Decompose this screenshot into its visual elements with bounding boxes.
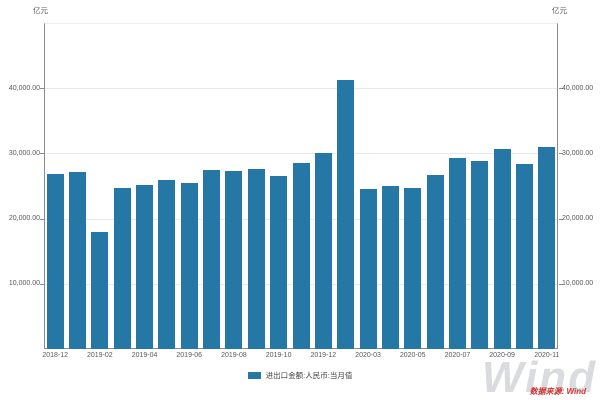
bar-2020-04[interactable] [381, 186, 399, 349]
y-axis-unit-left: 亿元 [33, 6, 48, 15]
bar-2020-03[interactable] [359, 188, 377, 349]
bar-2019-12[interactable] [314, 152, 332, 349]
y-axis-tick-left [40, 88, 44, 90]
bar-2020-06[interactable] [426, 174, 444, 349]
bar-2020-07[interactable] [448, 158, 466, 349]
bar-2020-05[interactable] [404, 187, 422, 349]
bar-2020-11[interactable] [538, 147, 556, 349]
legend-label: 进出口金额:人民币:当月值 [265, 371, 353, 380]
x-tick-label: 2020-03 [355, 352, 381, 359]
bar-2020-08[interactable] [471, 160, 489, 349]
bar-2019-01[interactable] [69, 172, 87, 349]
bar-2019-07[interactable] [203, 170, 221, 349]
y-axis-tick-right [559, 283, 563, 285]
y-axis-tick-left [40, 283, 44, 285]
x-tick-label: 2019-12 [310, 352, 337, 359]
legend[interactable]: 进出口金额:人民币:当月值 [0, 370, 600, 381]
bar-2020-02[interactable] [337, 80, 355, 349]
bar-2019-05[interactable] [158, 180, 176, 349]
data-source-label: 数据来源: Wind [529, 387, 586, 396]
gridline [44, 88, 558, 90]
y-tick-label-right: 20,000.00 [562, 215, 594, 223]
x-tick-label: 2020-11 [534, 352, 560, 359]
bar-2019-03[interactable] [113, 188, 131, 349]
y-tick-label-left: 30,000.00 [8, 149, 40, 157]
x-tick-label: 2018-12 [42, 352, 69, 359]
x-tick-label: 2019-08 [221, 352, 247, 359]
x-tick-label: 2020-07 [444, 352, 471, 359]
y-axis-tick-right [559, 153, 563, 155]
bar-2019-08[interactable] [225, 170, 243, 349]
x-tick-label: 2019-02 [87, 352, 113, 359]
bar-2018-12[interactable] [46, 173, 64, 349]
y-axis-unit-right: 亿元 [552, 6, 567, 15]
bar-2019-10[interactable] [270, 176, 288, 349]
bar-2019-09[interactable] [247, 168, 265, 349]
x-tick-label: 2019-06 [176, 352, 203, 359]
bar-2019-02[interactable] [91, 232, 109, 349]
x-tick-label: 2020-05 [399, 352, 426, 359]
bar-2020-10[interactable] [515, 164, 533, 349]
y-tick-label-right: 30,000.00 [562, 149, 594, 157]
y-axis-tick-right [559, 218, 563, 220]
bar-2019-06[interactable] [180, 183, 198, 349]
legend-swatch-icon [247, 372, 261, 379]
y-tick-label-left: 40,000.00 [8, 84, 40, 92]
y-axis-tick-left [40, 218, 44, 220]
y-axis-tick-left [40, 153, 44, 155]
x-tick-label: 2019-04 [131, 352, 158, 359]
y-axis-tick-right [559, 88, 563, 90]
bar-2019-11[interactable] [292, 162, 310, 349]
y-tick-label-right: 40,000.00 [562, 84, 594, 92]
y-tick-label-left: 10,000.00 [8, 280, 40, 288]
bar-2020-09[interactable] [493, 149, 511, 349]
y-tick-label-right: 10,000.00 [562, 280, 594, 288]
bar-2019-04[interactable] [136, 184, 154, 349]
y-tick-label-left: 20,000.00 [8, 215, 40, 223]
x-tick-label: 2019-10 [265, 352, 292, 359]
x-tick-label: 2020-09 [489, 352, 515, 359]
gridline [44, 153, 558, 155]
